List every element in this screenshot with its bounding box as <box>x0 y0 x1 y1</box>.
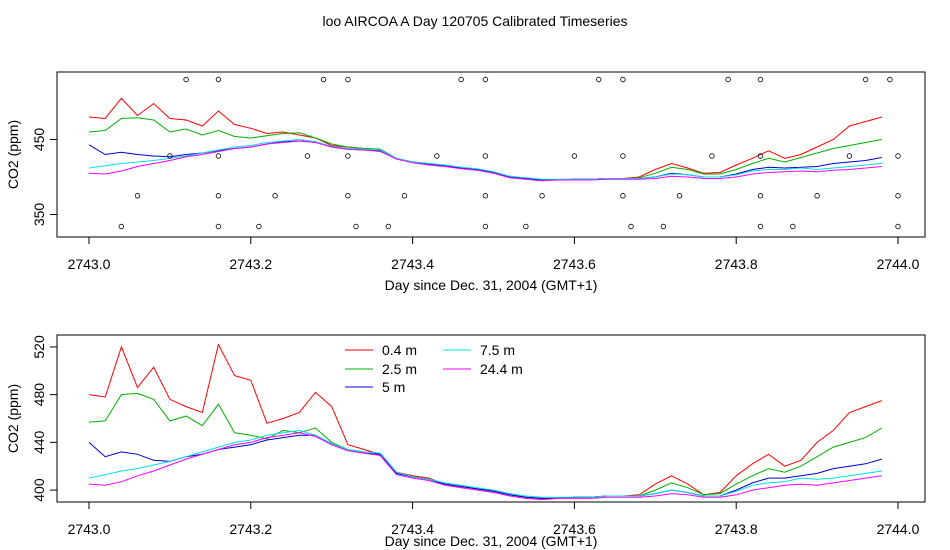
marker-point <box>458 76 464 83</box>
marker-point <box>660 223 667 230</box>
series-line-24-4-m <box>88 432 882 501</box>
marker-point <box>167 153 173 159</box>
marker-point <box>709 153 715 159</box>
marker-point <box>134 193 141 199</box>
marker-point <box>345 153 351 159</box>
marker-point <box>482 153 489 159</box>
x-axis-label: Day since Dec. 31, 2004 (GMT+1) <box>385 277 598 293</box>
marker-point <box>256 223 262 230</box>
legend-label: 5 m <box>382 379 405 395</box>
x-axis-label: Day since Dec. 31, 2004 (GMT+1) <box>385 533 598 549</box>
marker-point <box>215 223 222 230</box>
legend: 0.4 m 2.5 m 5 m 7.5 m 24.4 m <box>345 342 523 395</box>
marker-point <box>757 153 764 159</box>
plot-frame <box>56 71 926 238</box>
figure-title: loo AIRCOA A Day 120705 Calibrated Times… <box>322 13 627 29</box>
y-tick-label: 400 <box>31 478 47 502</box>
marker-point <box>215 76 222 83</box>
series-line-7-5-m <box>88 429 882 498</box>
marker-point <box>345 193 351 199</box>
x-tick-label: 2744.0 <box>877 256 920 272</box>
panel-top: 2743.0 2743.2 2743.4 2743.6 2743.8 2744.0 350 4… <box>5 71 926 293</box>
marker-point <box>183 76 189 83</box>
x-tick-label: 2743.4 <box>391 256 434 272</box>
marker-point <box>118 223 125 230</box>
marker-point <box>895 223 901 230</box>
legend-label: 0.4 m <box>382 342 417 358</box>
marker-point <box>272 193 278 199</box>
marker-point <box>895 153 901 159</box>
series-line-2-5-m <box>88 392 883 499</box>
marker-point <box>401 193 408 199</box>
x-tick-label: 2743.0 <box>68 521 111 537</box>
marker-point <box>895 193 901 199</box>
y-axis-label: CO2 (ppm) <box>5 120 21 189</box>
marker-point <box>757 193 764 199</box>
marker-point <box>620 76 626 83</box>
marker-point <box>846 153 853 159</box>
x-tick-label: 2743.2 <box>229 256 272 272</box>
marker-point <box>676 193 683 199</box>
legend-label: 7.5 m <box>480 342 515 358</box>
marker-point <box>215 153 222 159</box>
series-line-5-m <box>88 140 882 181</box>
marker-point <box>725 76 731 83</box>
marker-point <box>620 193 626 199</box>
marker-point <box>304 153 311 159</box>
x-tick-label: 2743.6 <box>553 256 596 272</box>
marker-point <box>862 76 869 83</box>
marker-point <box>353 223 359 230</box>
series-line-7-5-m <box>88 138 882 180</box>
marker-point <box>482 223 489 230</box>
x-tick-label: 2743.0 <box>68 256 111 272</box>
marker-point <box>571 153 578 159</box>
legend-label: 2.5 m <box>382 361 417 377</box>
marker-point <box>320 76 327 83</box>
marker-point <box>385 223 392 230</box>
x-tick-label: 2743.6 <box>553 521 596 537</box>
marker-point <box>215 193 222 199</box>
y-tick-label: 350 <box>31 203 47 227</box>
marker-point <box>482 193 489 199</box>
marker-point <box>482 76 489 83</box>
x-tick-label: 2743.2 <box>229 521 272 537</box>
y-tick-label: 450 <box>31 128 47 152</box>
series-line-24-4-m <box>88 140 882 182</box>
plot-frame <box>56 334 926 503</box>
y-tick-label: 480 <box>31 383 47 407</box>
marker-point <box>887 76 893 83</box>
marker-point <box>757 223 764 230</box>
x-tick-label: 2743.4 <box>391 521 434 537</box>
marker-point <box>790 223 796 230</box>
marker-point <box>814 193 820 199</box>
marker-point <box>434 153 440 159</box>
marker-point <box>523 223 529 230</box>
series-line-0-4-m <box>88 343 882 499</box>
x-tick-label: 2743.8 <box>715 256 758 272</box>
marker-point <box>539 193 545 199</box>
panel-bottom: 2743.0 2743.2 2743.4 2743.6 2743.8 2744.0 400 4… <box>5 334 926 549</box>
marker-point <box>595 76 602 83</box>
marker-point <box>757 76 764 83</box>
y-axis-label: CO2 (ppm) <box>5 384 21 453</box>
marker-point <box>345 76 351 83</box>
marker-point <box>620 153 626 159</box>
x-tick-label: 2743.8 <box>715 521 758 537</box>
x-tick-label: 2744.0 <box>877 521 920 537</box>
y-tick-label: 520 <box>31 335 47 359</box>
legend-label: 24.4 m <box>480 361 523 377</box>
marker-point <box>628 223 634 230</box>
y-tick-label: 440 <box>31 430 47 454</box>
